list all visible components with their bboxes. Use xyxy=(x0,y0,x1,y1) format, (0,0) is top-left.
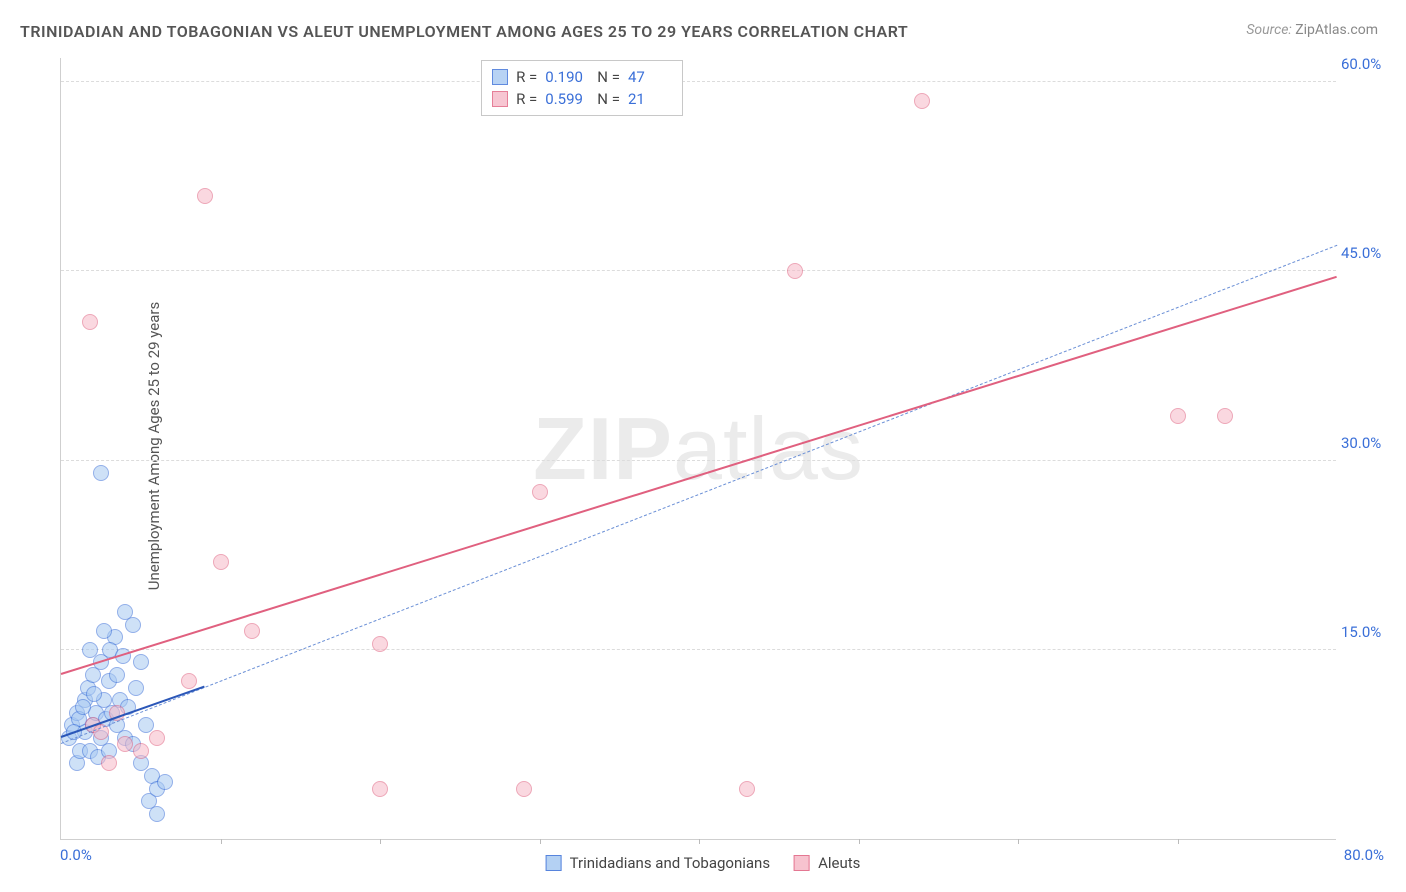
x-axis-tick-mark xyxy=(540,839,541,844)
projection-line xyxy=(61,245,1337,744)
scatter-point xyxy=(213,554,229,570)
scatter-point xyxy=(93,465,109,481)
x-axis-tick-mark xyxy=(1018,839,1019,844)
legend-series-item: Aleuts xyxy=(794,854,860,872)
r-value: 0.190 xyxy=(545,66,589,88)
scatter-point xyxy=(1170,408,1186,424)
n-label: N = xyxy=(597,66,620,88)
chart-title: TRINIDADIAN AND TOBAGONIAN VS ALEUT UNEM… xyxy=(20,22,908,41)
n-value: 21 xyxy=(628,88,672,110)
gridline xyxy=(61,81,1336,82)
r-label: R = xyxy=(516,88,537,110)
scatter-point xyxy=(532,484,548,500)
legend-series-label: Trinidadians and Tobagonians xyxy=(570,854,770,872)
legend-stats-box: R = 0.190 N = 47 R = 0.599 N = 21 xyxy=(481,60,683,116)
legend-swatch xyxy=(492,91,508,107)
scatter-point xyxy=(133,654,149,670)
scatter-point xyxy=(133,743,149,759)
gridline xyxy=(61,649,1336,650)
scatter-point xyxy=(86,686,102,702)
scatter-point xyxy=(82,314,98,330)
source-credit: Source: ZipAtlas.com xyxy=(1246,22,1378,38)
scatter-point xyxy=(96,623,112,639)
scatter-point xyxy=(117,736,133,752)
scatter-point xyxy=(914,93,930,109)
n-value: 47 xyxy=(628,66,672,88)
gridline xyxy=(61,270,1336,271)
y-axis-tick-label: 45.0% xyxy=(1341,244,1396,262)
legend-series-label: Aleuts xyxy=(818,854,860,872)
scatter-point xyxy=(109,667,125,683)
scatter-point xyxy=(516,781,532,797)
scatter-point xyxy=(739,781,755,797)
legend-series-item: Trinidadians and Tobagonians xyxy=(546,854,770,872)
scatter-point xyxy=(75,699,91,715)
legend-swatch xyxy=(492,69,508,85)
x-axis-tick-mark xyxy=(699,839,700,844)
scatter-point xyxy=(101,755,117,771)
x-axis-tick-mark xyxy=(380,839,381,844)
y-axis-tick-label: 60.0% xyxy=(1341,55,1396,73)
x-axis-max-label: 80.0% xyxy=(1344,846,1384,864)
x-axis-min-label: 0.0% xyxy=(60,846,92,864)
source-prefix: Source: xyxy=(1246,22,1295,38)
x-axis-tick-mark xyxy=(221,839,222,844)
watermark-bold: ZIP xyxy=(533,399,673,498)
y-axis-tick-label: 30.0% xyxy=(1341,434,1396,452)
scatter-point xyxy=(149,806,165,822)
legend-swatch xyxy=(794,855,810,871)
legend-swatch xyxy=(546,855,562,871)
x-axis-tick-mark xyxy=(1178,839,1179,844)
y-axis-tick-label: 15.0% xyxy=(1341,623,1396,641)
scatter-point xyxy=(372,781,388,797)
scatter-point xyxy=(82,642,98,658)
watermark-rest: atlas xyxy=(673,399,864,498)
r-label: R = xyxy=(516,66,537,88)
scatter-point xyxy=(128,680,144,696)
scatter-point xyxy=(149,730,165,746)
scatter-point xyxy=(244,623,260,639)
scatter-point xyxy=(125,617,141,633)
plot-area: ZIPatlas 15.0%30.0%45.0%60.0% xyxy=(60,58,1336,840)
scatter-point xyxy=(181,673,197,689)
scatter-point xyxy=(197,188,213,204)
legend-stats-row: R = 0.599 N = 21 xyxy=(492,88,672,110)
correlation-chart: TRINIDADIAN AND TOBAGONIAN VS ALEUT UNEM… xyxy=(0,0,1406,892)
trend-line xyxy=(61,276,1338,675)
scatter-point xyxy=(372,636,388,652)
scatter-point xyxy=(787,263,803,279)
scatter-point xyxy=(157,774,173,790)
x-axis-tick-mark xyxy=(859,839,860,844)
r-value: 0.599 xyxy=(545,88,589,110)
gridline xyxy=(61,460,1336,461)
n-label: N = xyxy=(597,88,620,110)
legend-series: Trinidadians and Tobagonians Aleuts xyxy=(546,854,861,872)
source-name: ZipAtlas.com xyxy=(1295,22,1378,38)
legend-stats-row: R = 0.190 N = 47 xyxy=(492,66,672,88)
scatter-point xyxy=(1217,408,1233,424)
